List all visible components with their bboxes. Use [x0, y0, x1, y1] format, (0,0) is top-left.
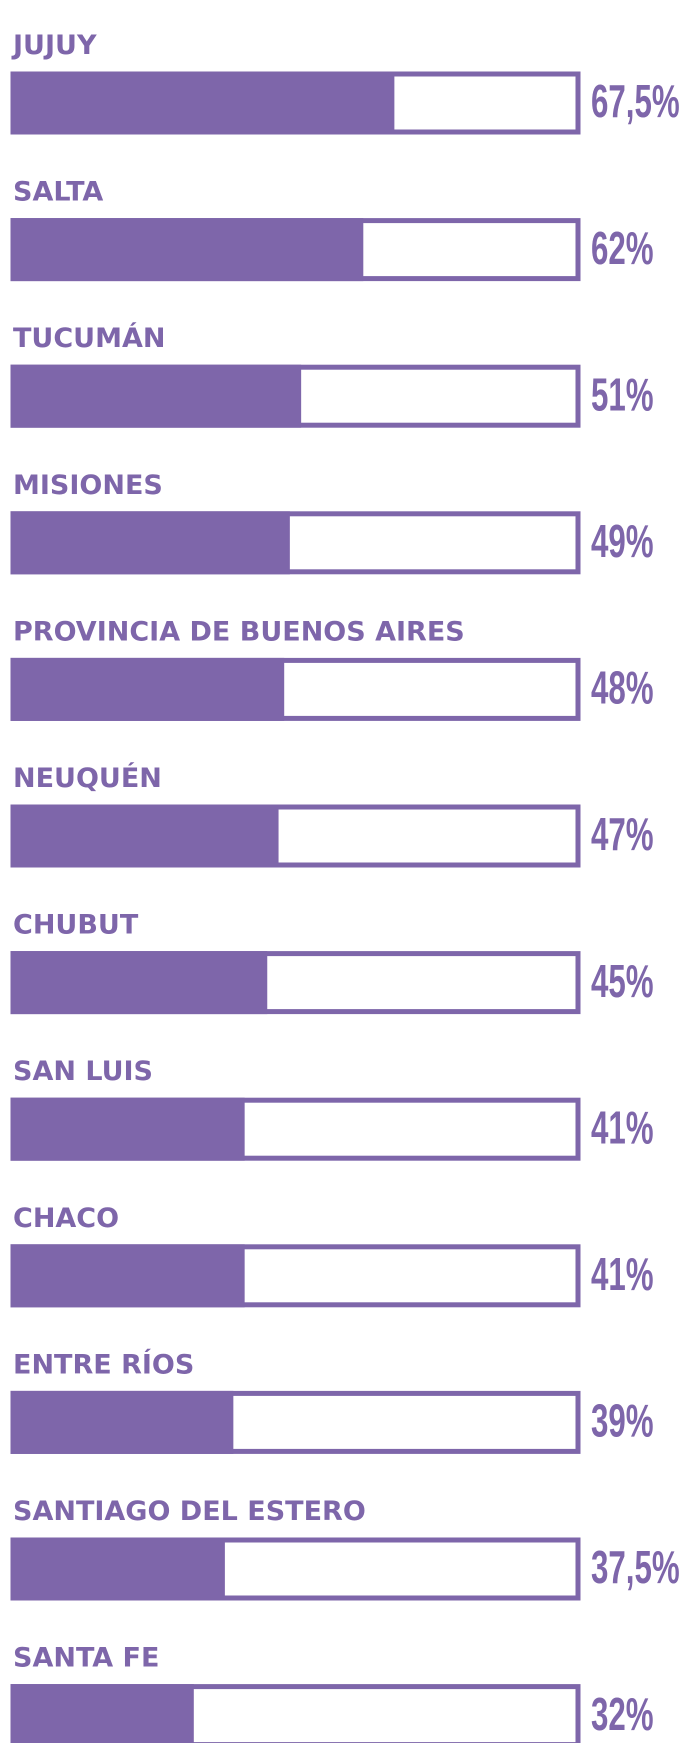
bar: [10, 804, 279, 868]
value-label: 62%: [591, 223, 654, 274]
category-label: SANTA FE: [13, 1643, 159, 1674]
category-label: JUJUY: [11, 30, 97, 61]
category-label: NEUQUÉN: [13, 762, 162, 794]
value-label: 37,5%: [591, 1542, 680, 1593]
category-label: MISIONES: [13, 470, 163, 501]
bar: [10, 1390, 234, 1454]
value-label: 41%: [591, 1249, 654, 1300]
category-label: CHUBUT: [13, 910, 139, 941]
value-label: 45%: [591, 956, 654, 1007]
category-label: SALTA: [13, 177, 103, 208]
value-label: 51%: [591, 369, 654, 420]
value-label: 32%: [591, 1689, 654, 1740]
bar: [10, 71, 395, 135]
bar: [10, 1097, 245, 1161]
category-label: SAN LUIS: [13, 1056, 153, 1087]
bar: [10, 1684, 194, 1743]
category-label: SANTIAGO DEL ESTERO: [13, 1496, 366, 1527]
bar: [10, 364, 302, 428]
bar: [10, 1244, 245, 1308]
value-label: 39%: [591, 1396, 654, 1447]
category-label: TUCUMÁN: [13, 322, 165, 354]
value-label: 48%: [591, 663, 654, 714]
category-label: CHACO: [13, 1203, 119, 1234]
bar: [10, 657, 285, 721]
category-label: ENTRE RÍOS: [13, 1348, 194, 1380]
value-label: 67,5%: [591, 76, 680, 127]
bar: [10, 1537, 225, 1601]
value-label: 49%: [591, 516, 654, 567]
bar: [10, 511, 290, 575]
category-label: PROVINCIA DE BUENOS AIRES: [13, 616, 465, 647]
value-label: 41%: [591, 1102, 654, 1153]
value-label: 47%: [591, 809, 654, 860]
bar: [10, 218, 364, 282]
bar: [10, 951, 268, 1015]
